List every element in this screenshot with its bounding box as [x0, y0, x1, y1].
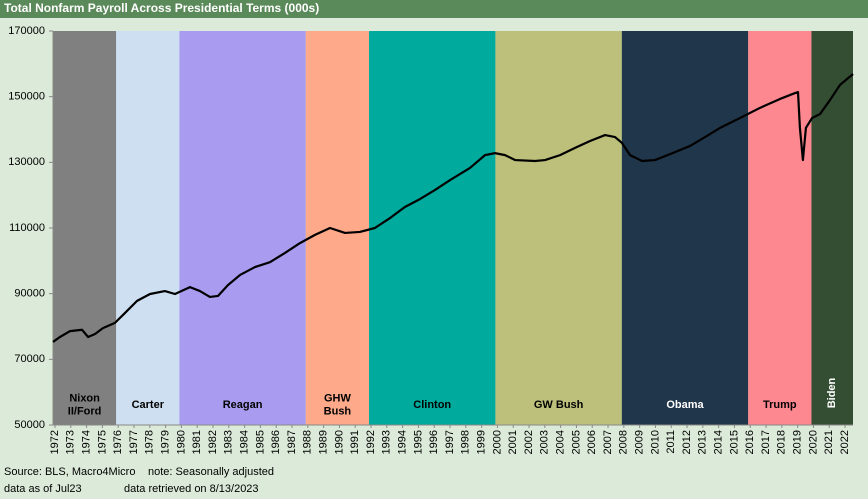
- x-tick-label: 1997: [444, 430, 456, 454]
- term-label: Biden: [826, 377, 838, 408]
- footer: Source: BLS, Macro4Micro: [4, 466, 135, 478]
- term-label: II/Ford: [68, 405, 102, 417]
- term-label: Trump: [763, 399, 797, 411]
- x-tick-label: 2020: [807, 430, 819, 454]
- x-tick-label: 2010: [649, 430, 661, 454]
- x-tick-label: 1999: [476, 430, 488, 454]
- x-tick-label: 1974: [81, 430, 93, 454]
- x-tick-label: 2018: [776, 430, 788, 454]
- y-tick-label: 130000: [8, 156, 45, 168]
- term-label: Reagan: [223, 399, 263, 411]
- footer: note: Seasonally adjusted: [148, 466, 274, 478]
- x-tick-label: 1994: [397, 430, 409, 454]
- title-bar: [0, 0, 868, 18]
- term-label: Carter: [132, 399, 165, 411]
- x-tick-label: 1980: [175, 430, 187, 454]
- x-tick-label: 1988: [302, 430, 314, 454]
- x-tick-label: 1973: [65, 430, 77, 454]
- x-tick-label: 2014: [713, 430, 725, 454]
- term-label: Bush: [324, 405, 352, 417]
- x-tick-label: 1984: [239, 430, 251, 454]
- term-band: [179, 31, 306, 425]
- x-tick-label: 1995: [412, 430, 424, 454]
- x-tick-label: 2008: [618, 430, 630, 454]
- x-tick-label: 1986: [270, 430, 282, 454]
- x-tick-label: 1982: [207, 430, 219, 454]
- x-tick-label: 1993: [381, 430, 393, 454]
- x-tick-label: 1998: [460, 430, 472, 454]
- x-tick-label: 2017: [760, 430, 772, 454]
- y-tick-label: 150000: [8, 91, 45, 103]
- x-tick-label: 1977: [128, 430, 140, 454]
- x-tick-label: 2001: [507, 430, 519, 454]
- x-tick-label: 1979: [160, 430, 172, 454]
- x-tick-label: 2009: [634, 430, 646, 454]
- term-label: GHW: [324, 392, 352, 404]
- term-band: [369, 31, 496, 425]
- x-tick-label: 2007: [602, 430, 614, 454]
- term-label: Obama: [666, 399, 704, 411]
- x-tick-label: 1972: [49, 430, 61, 454]
- x-tick-label: 2004: [555, 430, 567, 454]
- term-label: Nixon: [69, 392, 100, 404]
- x-tick-label: 1992: [365, 430, 377, 454]
- y-tick-label: 90000: [14, 288, 45, 300]
- x-tick-label: 1989: [318, 430, 330, 454]
- x-tick-label: 2006: [586, 430, 598, 454]
- x-tick-label: 1983: [223, 430, 235, 454]
- x-tick-label: 1978: [144, 430, 156, 454]
- term-band: [116, 31, 180, 425]
- x-tick-label: 2013: [697, 430, 709, 454]
- term-band: [495, 31, 622, 425]
- x-tick-label: 1987: [286, 430, 298, 454]
- term-band: [621, 31, 749, 425]
- x-tick-label: 2002: [523, 430, 535, 454]
- y-tick-label: 110000: [9, 222, 45, 234]
- x-tick-label: 2011: [665, 430, 677, 454]
- x-tick-label: 2021: [823, 430, 835, 454]
- x-tick-label: 1976: [112, 430, 124, 454]
- x-tick-label: 2000: [491, 430, 503, 454]
- term-band: [811, 31, 853, 425]
- term-label: GW Bush: [534, 399, 584, 411]
- y-tick-label: 170000: [8, 25, 45, 37]
- x-tick-label: 2015: [728, 430, 740, 454]
- x-tick-label: 1991: [349, 430, 361, 454]
- payroll-line: [52, 73, 854, 343]
- term-band: [53, 31, 117, 425]
- x-tick-label: 2022: [839, 430, 851, 454]
- y-tick-label: 50000: [14, 419, 45, 431]
- term-band: [305, 31, 370, 425]
- x-tick-label: 2005: [570, 430, 582, 454]
- term-band: [748, 31, 812, 425]
- x-tick-label: 1975: [96, 430, 108, 454]
- y-tick-label: 70000: [14, 353, 45, 365]
- x-tick-label: 1990: [333, 430, 345, 454]
- footer: data as of Jul23: [4, 483, 82, 495]
- x-tick-label: 2012: [681, 430, 693, 454]
- footer: data retrieved on 8/13/2023: [124, 483, 259, 495]
- x-tick-label: 1985: [254, 430, 266, 454]
- x-tick-label: 2019: [792, 430, 804, 454]
- chart-title: Total Nonfarm Payroll Across Presidentia…: [4, 1, 319, 15]
- x-tick-label: 2016: [744, 430, 756, 454]
- term-label: Clinton: [413, 399, 451, 411]
- x-tick-label: 2003: [539, 430, 551, 454]
- x-tick-label: 1996: [428, 430, 440, 454]
- x-tick-label: 1981: [191, 430, 203, 454]
